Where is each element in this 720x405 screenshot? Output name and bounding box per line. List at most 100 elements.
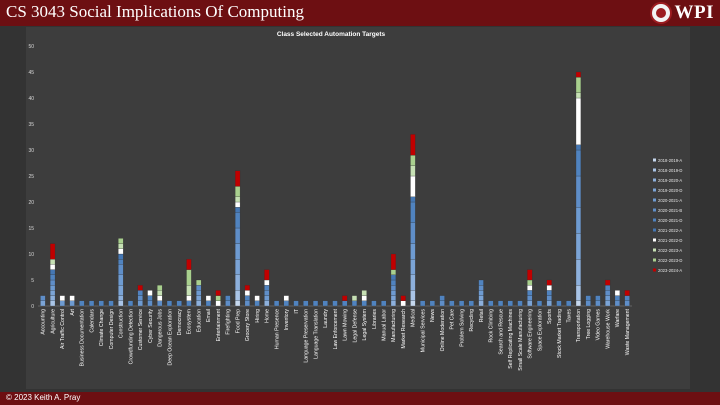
bar-segment — [575, 285, 582, 301]
y-tick-label: 20 — [28, 200, 34, 206]
bar-segment — [215, 300, 221, 307]
bar-segment — [614, 290, 620, 296]
bar-segment — [624, 290, 630, 296]
bar-segment — [429, 300, 435, 307]
x-tick-label: Manufacturing — [391, 309, 397, 342]
legend-swatch — [653, 198, 656, 202]
x-tick-label: Transportation — [576, 309, 582, 342]
bar-segment — [351, 295, 358, 301]
bar-segment — [439, 295, 445, 301]
bar-segment — [410, 165, 416, 177]
bar-segment — [342, 295, 348, 301]
wpi-logo-text: WPI — [674, 2, 714, 23]
x-tick-label: Accounting — [41, 309, 47, 335]
bar-segment — [605, 290, 611, 296]
x-tick-label: News — [430, 309, 436, 322]
legend-label: 2020-2021-A — [658, 198, 682, 203]
bar-segment — [118, 285, 124, 296]
y-tick-label: 25 — [28, 174, 34, 180]
bar-segment — [127, 300, 134, 307]
x-tick-label: Pet Care — [450, 309, 456, 330]
x-tick-label: Tree Logging — [586, 309, 592, 339]
bar-segment — [196, 300, 202, 307]
bar-segment — [361, 290, 367, 296]
bar-segment — [624, 295, 630, 301]
bar-segment — [303, 300, 309, 307]
x-tick-label: Entertainment — [216, 308, 222, 341]
y-tick-label: 10 — [28, 252, 34, 258]
bar-segment — [410, 196, 416, 203]
x-tick-label: Climate Change — [99, 309, 105, 346]
x-tick-label: Problem Solving — [459, 309, 465, 347]
bar-segment — [361, 295, 367, 301]
legend: 2018-2019-A 2018-2019-D 2019-2020-A 2019-20… — [653, 158, 682, 273]
legend-swatch — [653, 248, 656, 252]
x-tick-label: Food Prep — [235, 309, 241, 333]
x-tick-label: Agriculture — [50, 309, 56, 334]
x-axis-labels: Accounting Agriculture Air Traffic Control… — [41, 308, 631, 371]
bar-segment — [293, 300, 299, 307]
x-tick-label: Rock Climbing — [489, 309, 495, 343]
slide-title: CS 3043 Social Implications Of Computing — [6, 2, 304, 21]
bar-segment — [410, 155, 416, 166]
bar-segment — [118, 243, 124, 249]
bar-segment — [235, 196, 241, 203]
legend-label: 2020-2021-D — [658, 218, 682, 223]
bar-segment — [59, 300, 65, 307]
bar-segment — [264, 290, 270, 296]
y-tick-label: 0 — [31, 304, 34, 310]
bar-segment — [225, 295, 231, 301]
x-tick-label: Search and Rescue — [498, 309, 504, 355]
bar-segment — [575, 259, 582, 286]
bar-segment — [585, 295, 591, 301]
x-tick-label: Dangerous Jobs — [158, 309, 164, 347]
bar-segment — [244, 290, 250, 296]
bar-segment — [50, 269, 56, 275]
bar-segment — [118, 264, 124, 275]
x-tick-label: Inventory — [284, 309, 290, 331]
x-tick-label: Grocery Store — [245, 309, 251, 341]
x-tick-label: Self Replicating Machines — [508, 309, 514, 369]
bar-segment — [108, 300, 114, 307]
bar-segment — [575, 144, 582, 151]
legend-swatch — [653, 268, 656, 272]
legend-label: 2021-2022-A — [658, 228, 682, 233]
bar-segment — [118, 253, 124, 260]
bar-segment — [332, 300, 338, 307]
bar-segment — [546, 285, 552, 291]
bar-segment — [546, 300, 552, 307]
x-tick-label: Warehouse Work — [605, 309, 611, 349]
bar-segment — [196, 285, 202, 291]
bar-segment — [118, 274, 124, 286]
x-tick-label: IT — [294, 308, 300, 313]
legend-label: 2022-2023-A — [658, 248, 682, 253]
bar-segment — [605, 295, 611, 301]
bar-segment — [235, 186, 241, 197]
bar-segment — [79, 300, 85, 307]
bar-segment — [371, 300, 377, 307]
x-tick-label: Email — [206, 309, 212, 322]
bars — [40, 71, 630, 307]
bar-segment — [137, 295, 143, 301]
x-tick-label: Legal System — [362, 309, 368, 340]
bar-segment — [235, 259, 241, 275]
bar-segment — [410, 259, 416, 275]
legend-swatch — [653, 168, 656, 172]
legend-swatch — [653, 208, 656, 212]
x-tick-label: Construction — [119, 309, 125, 338]
bar-segment — [186, 295, 192, 301]
bar-segment — [459, 300, 465, 307]
bar-segment — [244, 285, 250, 291]
x-tick-label: Home — [265, 309, 271, 323]
bar-segment — [468, 300, 474, 307]
bar-segment — [59, 295, 65, 301]
bar-segment — [157, 290, 163, 296]
legend-label: 2019-2020-D — [658, 188, 682, 193]
x-tick-label: Human Presence — [274, 309, 280, 349]
bar-segment — [536, 300, 543, 307]
bar-segment — [351, 300, 358, 307]
x-tick-label: Software Engineering — [528, 309, 534, 359]
bar-segment — [137, 285, 143, 291]
bar-segment — [546, 295, 552, 301]
